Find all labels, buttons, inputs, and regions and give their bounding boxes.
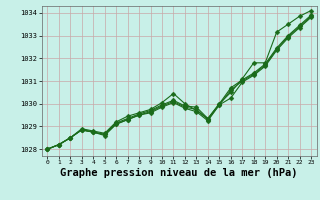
X-axis label: Graphe pression niveau de la mer (hPa): Graphe pression niveau de la mer (hPa) — [60, 168, 298, 178]
